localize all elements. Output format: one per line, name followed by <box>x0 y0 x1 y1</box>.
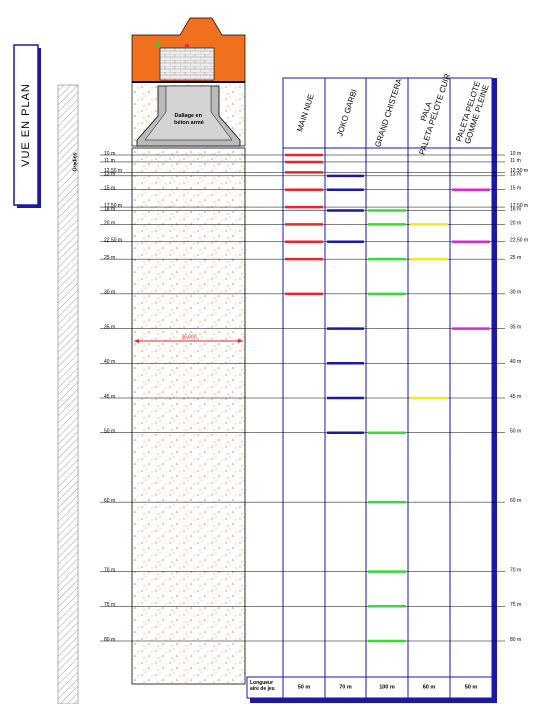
svg-text:Longueur aire de jeu: Longueur aire de jeu <box>250 680 275 692</box>
stands-label: Gradins <box>72 152 78 171</box>
distance-label-right: 20 m <box>510 220 521 226</box>
distance-label-left: 18 m <box>104 206 115 212</box>
distance-label-right: 25 m <box>510 255 521 261</box>
distance-label-left: 20 m <box>104 220 115 226</box>
distance-label-left: 75 m <box>104 602 115 608</box>
distance-label-left: 12,50 m <box>104 168 122 174</box>
column-header: PALETA PELOTEGOMME PLEINE <box>454 80 491 145</box>
distance-label-left: 13 m <box>104 172 115 178</box>
column-header-line: MAIN NUE <box>295 93 316 133</box>
distance-label-left: 45 m <box>104 394 115 400</box>
distance-label-right: 15 m <box>510 186 521 192</box>
distance-label-right: 60 m <box>510 498 521 504</box>
column-header: MAIN NUE <box>295 93 316 133</box>
column-header: JOKO GARBI <box>335 88 359 137</box>
distance-label-right: 80 m <box>510 637 521 643</box>
svg-text:Dallage en béton armé: Dallage en béton armé <box>174 113 204 126</box>
distance-label-left: 10 m <box>104 151 115 157</box>
fronton: Dallage en béton armé <box>131 17 246 147</box>
distance-label-left: 50 m <box>104 429 115 435</box>
distance-label-right: 22,50 m <box>510 238 528 244</box>
stands <box>57 84 79 704</box>
length-value: 70 m <box>339 684 352 690</box>
distance-label-right: 35 m <box>510 324 521 330</box>
distance-label-left: 15 m <box>104 186 115 192</box>
distance-label-left: 70 m <box>104 567 115 573</box>
column-header: PALAPALETA PELOTE CUIR <box>409 70 452 156</box>
title: VUE EN PLAN <box>20 83 32 167</box>
length-value: 60 m <box>423 684 436 690</box>
distance-label-right: 10 m <box>510 151 521 157</box>
title-box: VUE EN PLAN <box>13 44 41 208</box>
distance-label-left: 60 m <box>104 498 115 504</box>
distance-label-right: 30 m <box>510 290 521 296</box>
length-value: 50 m <box>298 684 311 690</box>
distance-label-right: 75 m <box>510 602 521 608</box>
distance-label-left: 80 m <box>104 637 115 643</box>
floor-label: béton armé <box>174 120 204 126</box>
table-frame <box>246 77 497 703</box>
distance-label-right: 45 m <box>510 394 521 400</box>
court-width-label: 36,000 <box>181 334 197 340</box>
length-value: 100 m <box>379 684 395 690</box>
distance-label-right: 50 m <box>510 429 521 435</box>
distance-label-right: 18 m <box>510 206 521 212</box>
distance-label-right: 11 m <box>510 158 521 164</box>
column-header-line: JOKO GARBI <box>335 88 359 137</box>
length-row-label: Longueur <box>250 680 273 686</box>
distance-label-left: 22,50 m <box>104 238 122 244</box>
court <box>131 147 246 685</box>
column-header: GRAND CHISTERA <box>373 77 404 148</box>
distance-label-right: 13 m <box>510 172 521 178</box>
distance-label-right: 40 m <box>510 359 521 365</box>
distance-label-right: 12,50 m <box>510 168 528 174</box>
length-row-label: aire de jeu <box>250 686 275 692</box>
distance-label-left: 17,50 m <box>104 203 122 209</box>
distance-label-right: 70 m <box>510 567 521 573</box>
length-value: 50 m <box>465 684 478 690</box>
distance-label-left: 25 m <box>104 255 115 261</box>
distance-label-left: 40 m <box>104 359 115 365</box>
court-width: 36,000 <box>134 334 243 343</box>
distance-label-left: 35 m <box>104 324 115 330</box>
distance-label-left: 11 m <box>104 158 115 164</box>
floor-label: Dallage en <box>174 113 202 119</box>
column-header-line: GRAND CHISTERA <box>373 77 404 148</box>
distance-label-left: 30 m <box>104 290 115 296</box>
distance-label-right: 17,50 m <box>510 203 528 209</box>
